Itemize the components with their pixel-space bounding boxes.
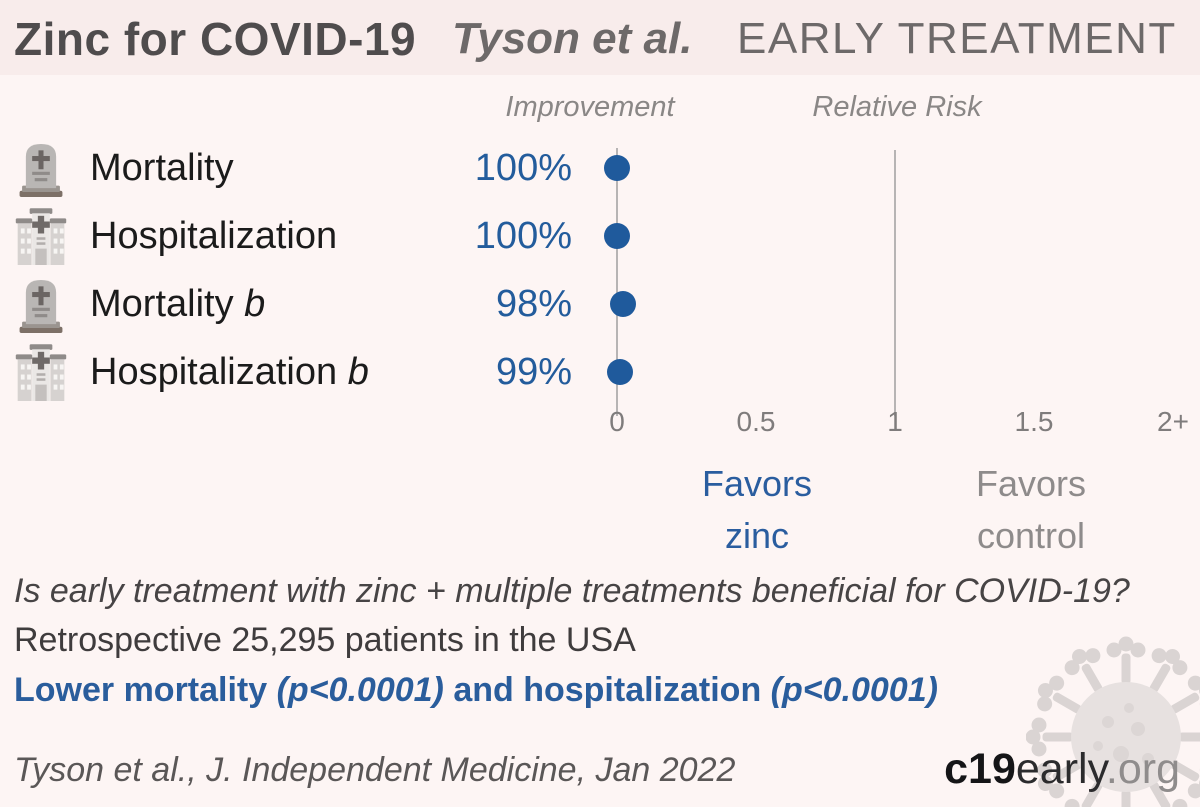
- favors-line: Favors: [975, 463, 1087, 504]
- outcome-row: Hospitalization: [14, 207, 338, 265]
- outcome-label: Hospitalization b: [90, 350, 369, 393]
- data-point-hospitalization-b: [606, 359, 633, 385]
- x-axis-tick: 2+: [1157, 406, 1189, 437]
- site-logo: c19early.org: [944, 745, 1180, 793]
- favors-line: zinc: [724, 515, 790, 556]
- favors-treatment-label: Favors zinc: [702, 458, 812, 562]
- outcome-row: Hospitalization b: [14, 343, 369, 401]
- study-description: Retrospective 25,295 patients in the USA: [14, 621, 636, 659]
- rr-one-reference-line: [894, 150, 896, 416]
- tombstone-icon: [14, 139, 68, 197]
- improvement-value: 98%: [495, 283, 572, 325]
- data-point-hospitalization: [604, 223, 630, 249]
- tombstone-icon: [14, 275, 68, 333]
- hospital-icon: [14, 343, 68, 401]
- citation: Tyson et al., J. Independent Medicine, J…: [14, 751, 736, 789]
- favors-control-label: Favors control: [976, 458, 1086, 562]
- treatment-stage-label: EARLY TREATMENT: [737, 14, 1177, 63]
- outcome-label: Hospitalization: [90, 214, 338, 257]
- favors-line: Favors: [701, 463, 813, 504]
- x-axis-tick: 1.5: [1014, 406, 1054, 437]
- data-point-mortality: [604, 155, 630, 181]
- x-axis-tick: 0.5: [736, 406, 776, 437]
- header-bar: Zinc for COVID-19 Tyson et al. EARLY TRE…: [0, 0, 1200, 75]
- data-point-mortality-b: [609, 291, 636, 317]
- outcome-suffix: b: [347, 350, 369, 393]
- x-axis-tick: 1: [887, 406, 903, 437]
- page-title: Zinc for COVID-19: [14, 13, 417, 65]
- study-authors: Tyson et al.: [452, 14, 693, 63]
- study-question: Is early treatment with zinc + multiple …: [14, 572, 1130, 610]
- improvement-value: 100%: [474, 215, 572, 257]
- x-axis-tick: 0: [609, 406, 625, 437]
- column-header-relative-risk: Relative Risk: [812, 91, 982, 123]
- outcome-row: Mortality b: [14, 275, 266, 333]
- outcome-label: Mortality b: [90, 282, 266, 325]
- outcome-label: Mortality: [90, 146, 234, 189]
- improvement-value: 99%: [495, 351, 572, 393]
- improvement-value: 100%: [474, 147, 572, 189]
- study-result: Lower mortality (p<0.0001) and hospitali…: [14, 671, 938, 709]
- column-header-improvement: Improvement: [505, 91, 675, 123]
- hospital-icon: [14, 207, 68, 265]
- outcome-row: Mortality: [14, 139, 234, 197]
- outcome-suffix: b: [244, 282, 266, 325]
- zero-reference-line: [616, 148, 618, 416]
- virus-watermark-icon: [1026, 636, 1200, 807]
- favors-line: control: [976, 515, 1086, 556]
